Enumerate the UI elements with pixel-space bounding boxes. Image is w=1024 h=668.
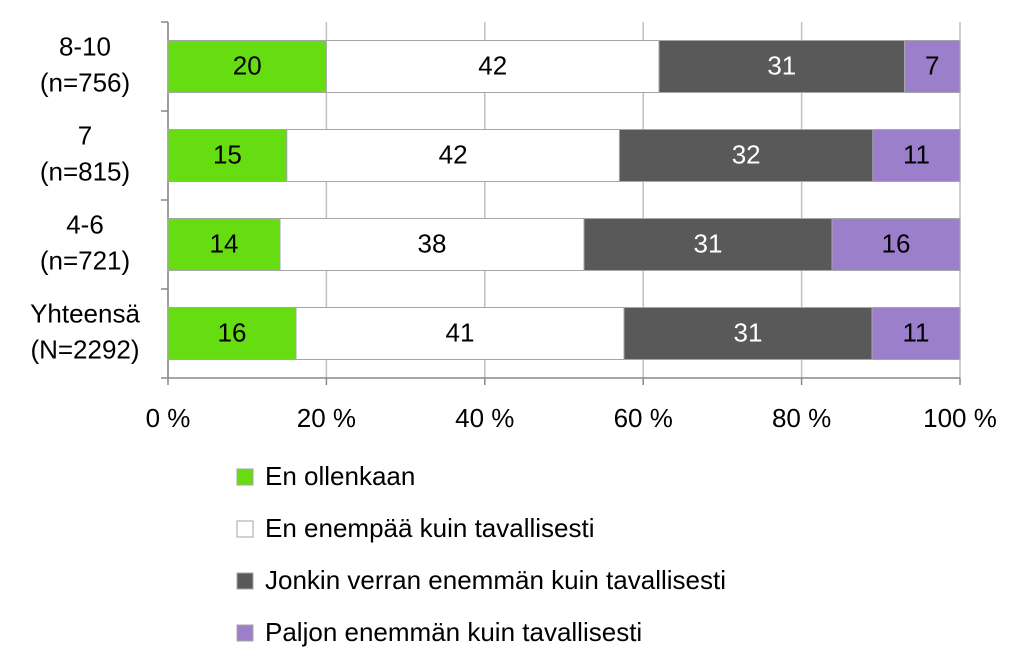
bar-segment (658, 40, 906, 93)
x-tick-label: 60 % (614, 403, 673, 433)
data-label: 11 (903, 317, 930, 347)
legend-label: En enempää kuin tavallisesti (265, 513, 595, 543)
legend-label: Paljon enemmän kuin tavallisesti (265, 617, 642, 647)
bar-segment (167, 218, 281, 271)
bar-segment (831, 218, 961, 271)
y-tick-label: Yhteensä (30, 298, 140, 328)
bar-segment (167, 129, 288, 182)
y-tick-label: 8-10 (59, 31, 111, 61)
bar-segment (871, 307, 961, 360)
y-tick-label: (N=2292) (30, 334, 139, 364)
y-tick-label: 4-6 (66, 209, 104, 239)
data-label: 16 (218, 317, 247, 347)
data-label: 16 (882, 228, 911, 258)
data-label: 11 (903, 139, 930, 169)
legend-label: Jonkin verran enemmän kuin tavallisesti (265, 565, 726, 595)
data-label: 20 (233, 50, 262, 80)
x-tick-label: 80 % (772, 403, 831, 433)
bar-segment (325, 40, 660, 93)
x-tick-label: 100 % (923, 403, 997, 433)
bar-segment (623, 307, 873, 360)
legend-swatch (236, 572, 254, 590)
y-tick-label: (n=721) (40, 245, 130, 275)
x-tick-label: 20 % (297, 403, 356, 433)
x-tick-label: 40 % (455, 403, 514, 433)
data-label: 41 (446, 317, 475, 347)
bar-segment (295, 307, 625, 360)
legend-label: En ollenkaan (265, 461, 415, 491)
y-tick-label: (n=756) (40, 67, 130, 97)
data-label: 7 (925, 50, 939, 80)
bar-segment (286, 129, 620, 182)
x-tick-label: 0 % (146, 403, 191, 433)
legend-swatch (236, 468, 254, 486)
bar-segment (618, 129, 874, 182)
data-label: 31 (734, 317, 763, 347)
y-tick-label: 7 (78, 120, 92, 150)
bar-segment (583, 218, 833, 271)
legend-swatch (236, 624, 254, 642)
legend-swatch (236, 520, 254, 538)
bar-segment (167, 40, 327, 93)
data-label: 32 (732, 139, 761, 169)
data-label: 31 (694, 228, 723, 258)
data-label: 42 (439, 139, 468, 169)
bar-segment (279, 218, 585, 271)
data-label: 31 (767, 50, 796, 80)
data-label: 14 (210, 228, 239, 258)
y-tick-label: (n=815) (40, 156, 130, 186)
bar-segment (872, 129, 961, 182)
data-label: 38 (418, 228, 447, 258)
bar-segment (904, 40, 961, 93)
data-label: 15 (213, 139, 242, 169)
data-label: 42 (478, 50, 507, 80)
